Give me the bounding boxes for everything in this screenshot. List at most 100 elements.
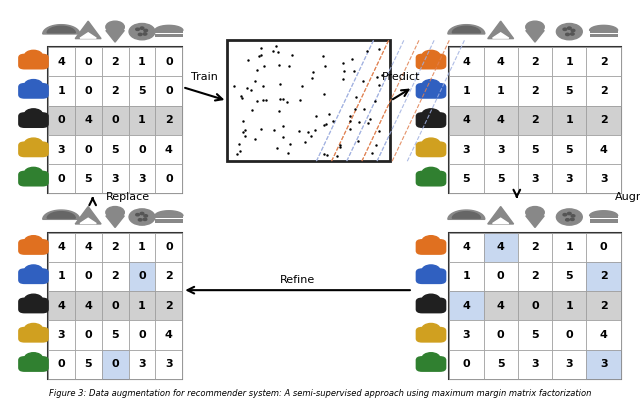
Circle shape: [570, 218, 574, 220]
Bar: [129, 106, 156, 135]
Polygon shape: [80, 33, 96, 38]
Bar: [449, 349, 484, 379]
Text: 0: 0: [84, 330, 92, 340]
Bar: [48, 262, 75, 291]
Text: 4: 4: [165, 330, 173, 340]
Bar: [589, 216, 618, 218]
Text: Predict: Predict: [382, 72, 421, 82]
Text: 0: 0: [58, 359, 65, 369]
Text: 1: 1: [463, 86, 470, 96]
Bar: [449, 77, 484, 106]
Polygon shape: [493, 33, 509, 38]
Circle shape: [556, 209, 582, 225]
Text: 4: 4: [463, 57, 470, 67]
Text: 5: 5: [497, 174, 504, 184]
Polygon shape: [43, 210, 80, 219]
Text: 0: 0: [84, 57, 92, 67]
Bar: [586, 164, 621, 193]
Circle shape: [422, 167, 440, 179]
Text: 0: 0: [497, 330, 504, 340]
Circle shape: [24, 265, 43, 276]
Circle shape: [144, 215, 148, 217]
Bar: [449, 164, 484, 193]
Bar: [102, 291, 129, 320]
Text: 3: 3: [111, 174, 119, 184]
Circle shape: [566, 219, 570, 221]
Text: 2: 2: [531, 57, 539, 67]
Text: 3: 3: [497, 145, 504, 155]
Circle shape: [140, 27, 144, 29]
Text: 2: 2: [165, 301, 173, 311]
FancyBboxPatch shape: [415, 268, 446, 284]
Bar: [102, 77, 129, 106]
Bar: [129, 47, 156, 77]
Bar: [586, 106, 621, 135]
Bar: [484, 291, 518, 320]
Bar: [449, 135, 484, 164]
Circle shape: [422, 236, 440, 247]
Text: 5: 5: [531, 145, 539, 155]
Bar: [552, 47, 586, 77]
Bar: [129, 320, 156, 349]
Text: 0: 0: [111, 359, 119, 369]
Bar: [484, 349, 518, 379]
Bar: [129, 164, 156, 193]
Circle shape: [571, 29, 575, 31]
Text: 2: 2: [531, 115, 539, 125]
Text: 2: 2: [600, 57, 607, 67]
Text: 1: 1: [138, 242, 146, 252]
Text: 2: 2: [600, 271, 607, 281]
Text: 5: 5: [566, 271, 573, 281]
Text: 0: 0: [138, 330, 146, 340]
Circle shape: [144, 29, 148, 31]
Text: 5: 5: [111, 330, 119, 340]
Bar: [586, 47, 621, 77]
Polygon shape: [488, 207, 514, 224]
Bar: [129, 135, 156, 164]
Text: 2: 2: [165, 115, 173, 125]
Text: 0: 0: [165, 174, 173, 184]
Text: 1: 1: [497, 86, 504, 96]
Circle shape: [24, 294, 43, 305]
Circle shape: [422, 109, 440, 120]
Bar: [518, 233, 552, 262]
Text: Refine: Refine: [280, 275, 316, 285]
FancyBboxPatch shape: [18, 171, 49, 187]
FancyBboxPatch shape: [415, 171, 446, 187]
Bar: [155, 219, 183, 222]
Circle shape: [24, 109, 43, 120]
Text: 0: 0: [84, 271, 92, 281]
Polygon shape: [155, 25, 183, 31]
Text: 3: 3: [58, 145, 65, 155]
Circle shape: [24, 50, 43, 62]
FancyBboxPatch shape: [415, 112, 446, 128]
Polygon shape: [448, 25, 485, 34]
Bar: [552, 164, 586, 193]
Circle shape: [568, 27, 571, 29]
Bar: [156, 262, 182, 291]
Text: 0: 0: [600, 242, 607, 252]
Circle shape: [143, 218, 147, 220]
Polygon shape: [106, 216, 124, 227]
Text: 0: 0: [58, 174, 65, 184]
FancyBboxPatch shape: [415, 239, 446, 255]
Circle shape: [138, 219, 142, 221]
FancyBboxPatch shape: [415, 141, 446, 157]
Bar: [48, 349, 75, 379]
Text: 2: 2: [531, 86, 539, 96]
Text: 4: 4: [165, 145, 173, 155]
Circle shape: [422, 294, 440, 305]
Circle shape: [570, 33, 574, 35]
Text: 4: 4: [497, 242, 504, 252]
Text: 0: 0: [84, 86, 92, 96]
Text: 4: 4: [497, 115, 504, 125]
Text: 3: 3: [463, 330, 470, 340]
Bar: [586, 77, 621, 106]
Circle shape: [24, 79, 43, 91]
Text: 3: 3: [600, 359, 607, 369]
Text: 2: 2: [531, 242, 539, 252]
Bar: [156, 320, 182, 349]
Text: 3: 3: [600, 174, 607, 184]
Bar: [586, 233, 621, 262]
Text: 0: 0: [138, 145, 146, 155]
